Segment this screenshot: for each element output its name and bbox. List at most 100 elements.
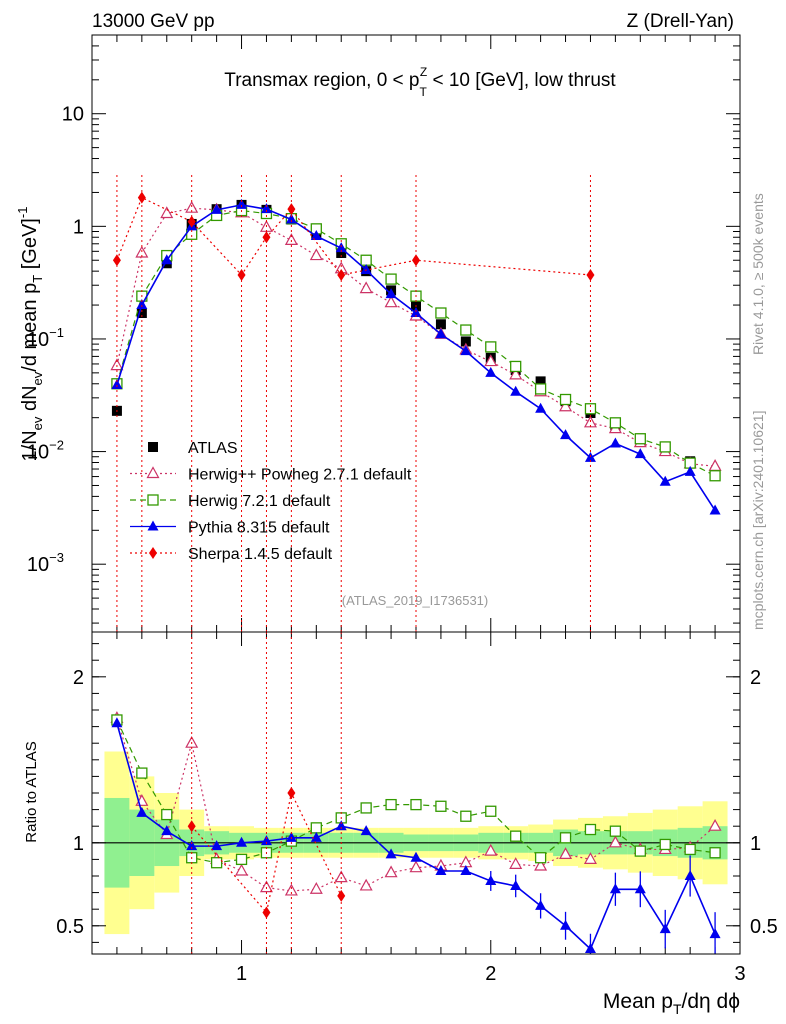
marker-herwig7	[584, 403, 597, 415]
ratio-marker-pythia	[410, 851, 422, 862]
marker-sherpa	[337, 268, 346, 281]
ratio-marker-pythia	[211, 840, 223, 851]
legend-marker-herwigpp	[146, 466, 160, 479]
series-sherpa	[112, 175, 595, 632]
marker-sherpa	[137, 191, 146, 204]
ratio-marker-pythia	[335, 820, 347, 831]
ratio-series-sherpa	[187, 632, 346, 954]
ratio-marker-herwig7	[709, 847, 721, 859]
marker-pythia	[560, 429, 572, 440]
ratio-marker-herwigpp	[484, 843, 498, 856]
ratio-marker-pythia	[260, 835, 272, 846]
ratio-y-tick-label-right: 1	[750, 833, 761, 855]
marker-sherpa	[412, 254, 420, 267]
ratio-frame	[91, 631, 741, 955]
ratio-marker-sherpa	[262, 906, 271, 919]
marker-pythia	[510, 385, 522, 396]
ratio-marker-herwigpp	[409, 860, 423, 873]
marker-herwig7	[559, 393, 572, 406]
ratio-marker-pythia	[236, 836, 248, 847]
marker-pythia	[136, 299, 148, 310]
ratio-marker-pythia	[435, 865, 447, 876]
ratio-marker-herwigpp	[359, 878, 373, 891]
legend-label-pythia: Pythia 8.315 default	[188, 520, 330, 537]
ratio-marker-pythia	[485, 874, 497, 885]
marker-pythia	[709, 504, 721, 515]
ratio-axis-ticks: 0.5 0.5 1 1 2 2 1 2 3	[56, 632, 778, 985]
marker-pythia	[335, 242, 347, 253]
legend-marker-pythia	[147, 520, 159, 531]
ratio-marker-pythia	[684, 869, 696, 880]
marker-herwigpp	[160, 206, 174, 219]
main-axis-ticks: 10 1 10−1 10−2 10−3	[27, 34, 741, 632]
ratio-marker-pythia	[510, 879, 522, 890]
series-pythia	[111, 198, 721, 515]
ratio-marker-pythia	[360, 825, 372, 836]
ratio-marker-herwig7	[385, 798, 397, 811]
marker-pythia	[609, 437, 621, 448]
ratio-marker-herwig7	[360, 802, 372, 814]
ratio-marker-herwigpp	[583, 852, 597, 864]
ratio-marker-pythia	[584, 943, 596, 954]
marker-herwigpp	[559, 399, 573, 412]
ratio-marker-herwigpp	[384, 865, 398, 878]
marker-pythia	[211, 203, 223, 214]
ratio-marker-sherpa	[337, 889, 346, 902]
main-series	[110, 175, 722, 632]
ratio-marker-herwig7	[609, 825, 622, 837]
ratio-marker-pythia	[709, 928, 721, 939]
ratio-marker-herwig7	[684, 843, 696, 856]
marker-herwigpp	[185, 200, 199, 213]
mcplots-label: mcplots.cern.ch [arXiv:2401.10621]	[750, 411, 766, 630]
legend-marker-sherpa	[149, 547, 157, 559]
x-axis-label: Mean pT/dη dϕ	[603, 990, 740, 1017]
ratio-marker-herwigpp	[534, 858, 548, 871]
marker-herwigpp	[284, 233, 298, 246]
ratio-marker-herwigpp	[334, 870, 348, 883]
marker-pythia	[310, 230, 322, 241]
ratio-marker-herwigpp	[559, 847, 573, 860]
ratio-marker-pythia	[535, 899, 547, 910]
ratio-marker-sherpa	[187, 820, 196, 833]
ratio-y-tick-label: 0.5	[56, 916, 84, 938]
marker-atlas	[435, 319, 446, 330]
main-y-tick-label: 10−2	[27, 438, 64, 464]
ratio-marker-pythia	[385, 848, 397, 859]
marker-herwig7	[659, 441, 671, 453]
marker-herwigpp	[484, 354, 498, 367]
ratio-marker-herwig7	[559, 832, 572, 844]
ratio-line-sherpa	[191, 791, 342, 914]
marker-sherpa	[586, 268, 595, 281]
ratio-marker-herwig7	[161, 808, 173, 821]
ratio-marker-herwig7	[235, 853, 248, 866]
ratio-marker-pythia	[659, 923, 671, 934]
main-y-axis-label: 1/Nev dNev/d mean pT [GeV]-1	[15, 207, 45, 462]
legend: ATLAS Herwig++ Powheg 2.7.1 default Herwig…	[130, 440, 412, 563]
ratio-uncertainty-bands	[92, 751, 740, 935]
legend-label-sherpa: Sherpa 1.4.5 default	[188, 546, 333, 563]
marker-herwigpp	[110, 358, 124, 371]
header-process: Z (Drell-Yan)	[627, 11, 734, 32]
x-tick-label: 2	[485, 963, 496, 985]
ratio-marker-herwig7	[510, 830, 522, 842]
marker-pythia	[385, 288, 397, 299]
ratio-y-tick-label: 2	[73, 667, 84, 689]
main-y-tick-label: 10	[62, 104, 84, 126]
marker-pythia	[260, 203, 272, 214]
ratio-marker-herwig7	[435, 800, 447, 812]
marker-pythia	[410, 307, 422, 318]
ratio-marker-pythia	[136, 806, 148, 817]
ratio-marker-pythia	[186, 840, 198, 851]
ratio-y-axis-label: Ratio to ATLAS	[23, 741, 40, 842]
marker-herwig7	[460, 324, 472, 336]
ratio-marker-herwigpp	[284, 883, 298, 896]
ratio-panel: 0.5 0.5 1 1 2 2 1 2 3 Ratio to ATLAS Mean pT/dη …	[23, 631, 778, 1017]
ratio-marker-sherpa	[287, 787, 296, 799]
rivet-label: Rivet 4.1.0, ≥ 500k events	[750, 193, 766, 355]
ratio-marker-pythia	[310, 831, 322, 842]
marker-pythia	[460, 345, 472, 356]
marker-atlas	[535, 376, 546, 387]
ratio-marker-pythia	[634, 883, 646, 894]
legend-label-herwig7: Herwig 7.2.1 default	[188, 493, 331, 510]
marker-pythia	[535, 402, 547, 413]
